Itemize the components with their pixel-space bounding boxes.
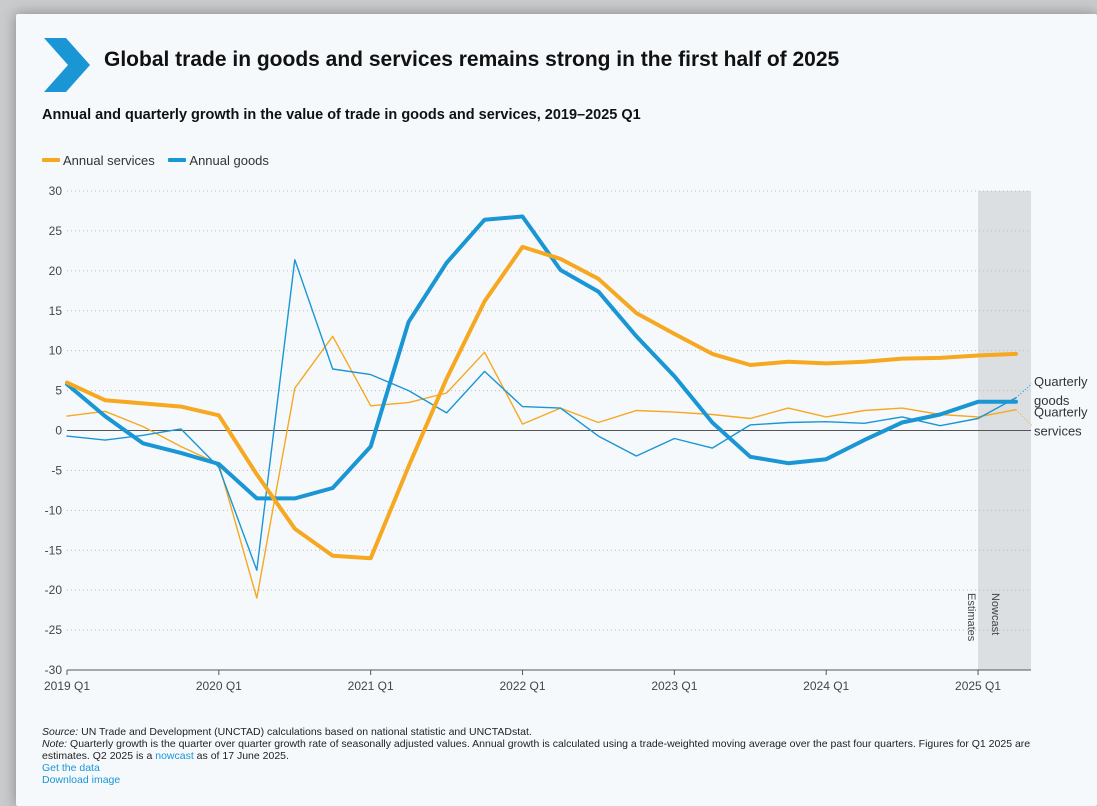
page-title: Global trade in goods and services remai… [104,48,840,71]
series-line-annual-goods [65,214,1018,501]
x-tick-label: 2019 Q1 [44,679,90,693]
y-tick-label: 10 [49,344,63,358]
y-tick-label: -30 [45,663,63,677]
end-label-quarterly-goods: Quarterly goods [1034,374,1088,408]
chevron-shape [44,38,90,92]
download-image-link[interactable]: Download image [42,774,121,786]
y-tick-label: 15 [49,304,63,318]
y-tick-label: -25 [45,623,63,637]
chart-subtitle: Annual and quarterly growth in the value… [42,107,641,123]
series-line-quarterly-goods [66,258,1017,571]
x-tick-label: 2020 Q1 [196,679,242,693]
x-tick-label: 2022 Q1 [499,679,545,693]
chart-card: Global trade in goods and services remai… [16,14,1097,806]
note-label: Note: [42,738,68,750]
chevron-icon [44,38,90,92]
y-tick-label: -10 [45,503,63,517]
end-label-quarterly-services: Quarterly services [1034,405,1088,439]
source-label: Source: [42,726,79,738]
y-tick-label: -5 [51,463,62,477]
series-line-annual-services [65,244,1018,561]
note-text: Quarterly growth is the quarter over qua… [42,738,1031,762]
y-tick-label: 0 [55,424,62,438]
leader-line-quarterly-goods [1015,383,1033,399]
series-line-quarterly-services [66,335,1017,599]
x-tick-label: 2021 Q1 [348,679,394,693]
nowcast-label: Nowcast [989,593,1001,635]
note-text-end: as of 17 June 2025. [193,750,289,762]
y-tick-label: 5 [55,384,62,398]
y-tick-label: -20 [45,583,63,597]
legend-label-annual-services: Annual services [63,152,155,168]
legend-swatch-annual-goods [168,158,187,162]
leader-line-quarterly-services [1015,409,1033,427]
estimates-label: Estimates [965,593,977,642]
y-tick-label: -15 [45,543,63,557]
legend-swatch-annual-services [42,158,60,162]
x-tick-label: 2025 Q1 [955,679,1001,693]
line-chart: 30 25 20 15 10 5 0 -5 -10 -15 -20 -25 -30 2019 Q1 2020… [44,184,1088,693]
source-line: Source: UN Trade and Development (UNCTAD… [42,726,1072,738]
x-tick-label: 2023 Q1 [651,679,697,693]
note-line: Note: Quarterly growth is the quarter ov… [42,738,1072,762]
source-text: UN Trade and Development (UNCTAD) calcul… [78,726,532,738]
footer-notes: Source: UN Trade and Development (UNCTAD… [42,726,1072,786]
legend-label-annual-goods: Annual goods [189,152,269,168]
legend-item-annual-services: Annual services [42,153,155,168]
y-tick-label: 30 [49,184,63,198]
get-data-link[interactable]: Get the data [42,762,100,774]
legend-item-annual-goods: Annual goods [168,153,269,168]
y-tick-label: 25 [49,224,63,238]
legend: Annual services Annual goods [42,150,279,168]
nowcast-link[interactable]: nowcast [155,750,194,762]
y-tick-label: 20 [49,264,63,278]
x-tick-label: 2024 Q1 [803,679,849,693]
